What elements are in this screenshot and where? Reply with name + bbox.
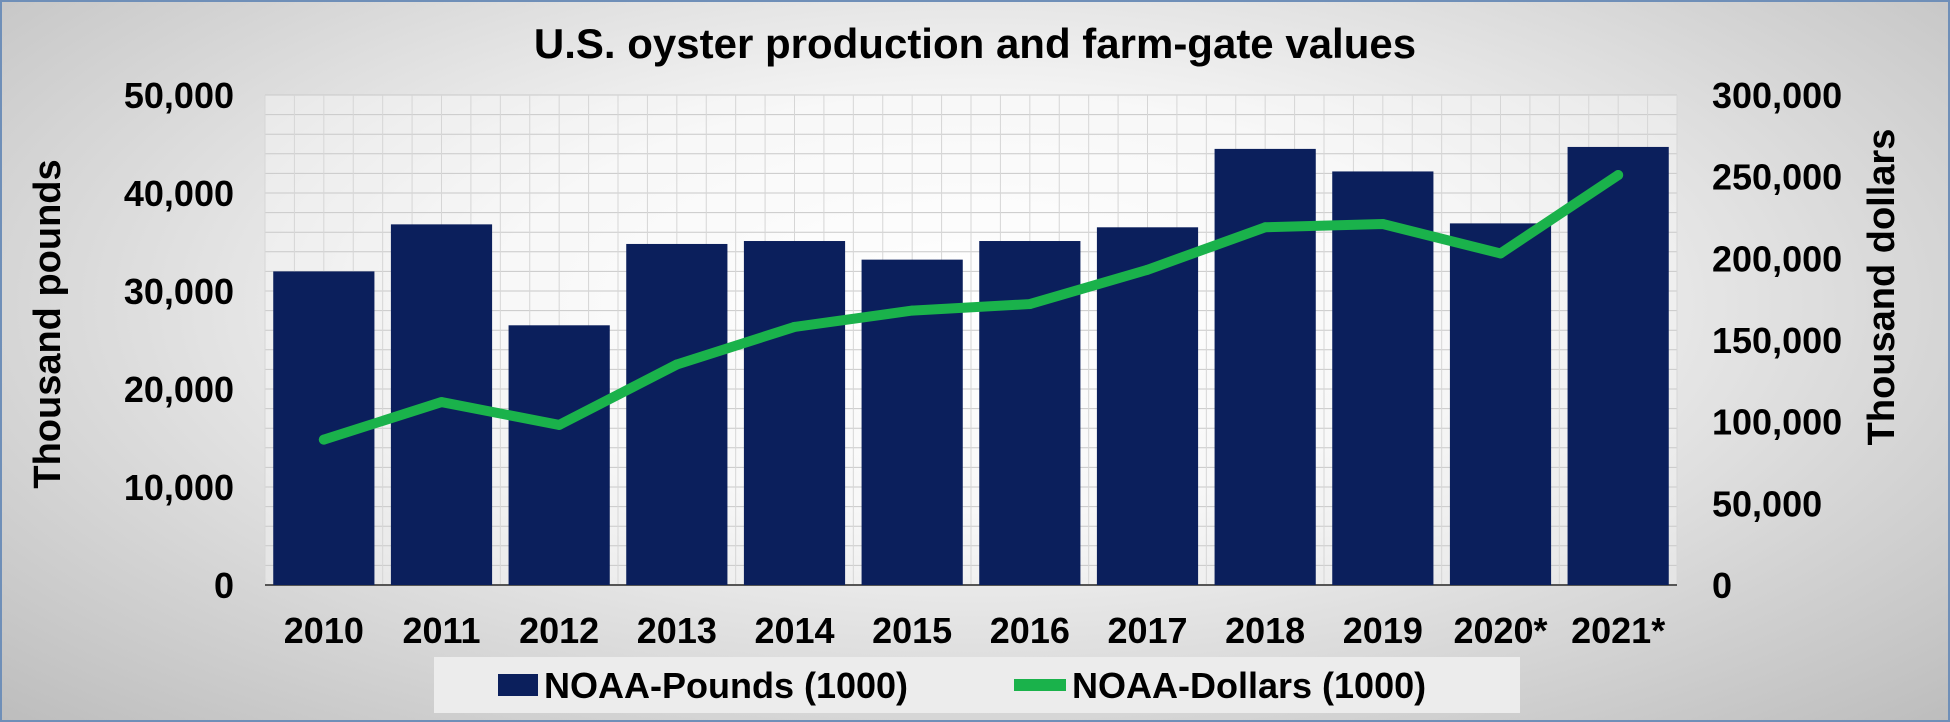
left-tick-label: 30,000 bbox=[124, 271, 234, 312]
dollars-point-2011 bbox=[436, 397, 447, 408]
dollars-point-2013 bbox=[671, 359, 682, 370]
bar-2012 bbox=[508, 325, 610, 585]
left-tick-label: 20,000 bbox=[124, 369, 234, 410]
x-tick-label: 2015 bbox=[872, 610, 952, 651]
bar-2017 bbox=[1096, 227, 1199, 586]
left-axis-title: Thousand pounds bbox=[27, 159, 69, 488]
dollars-point-2019 bbox=[1377, 219, 1388, 230]
right-tick-label: 50,000 bbox=[1712, 483, 1822, 524]
dollars-point-2014 bbox=[789, 321, 800, 332]
bar-2013 bbox=[626, 243, 728, 585]
left-tick-label: 0 bbox=[214, 565, 234, 606]
legend-background bbox=[434, 657, 1520, 713]
legend: NOAA-Pounds (1000) NOAA-Dollars (1000) bbox=[434, 657, 1520, 713]
right-tick-label: 100,000 bbox=[1712, 402, 1842, 443]
dollars-line bbox=[318, 170, 1624, 445]
right-tick-label: 200,000 bbox=[1712, 238, 1842, 279]
x-tick-label: 2013 bbox=[637, 610, 717, 651]
x-tick-label: 2011 bbox=[402, 610, 480, 651]
dollars-point-2015 bbox=[907, 305, 918, 316]
legend-label-pounds: NOAA-Pounds (1000) bbox=[544, 665, 908, 706]
x-tick-label: 2014 bbox=[754, 610, 834, 651]
left-tick-label: 50,000 bbox=[124, 75, 234, 116]
right-axis-title: Thousand dollars bbox=[1861, 129, 1903, 446]
right-tick-label: 250,000 bbox=[1712, 157, 1842, 198]
x-tick-label: 2021* bbox=[1571, 610, 1665, 651]
right-axis-ticks: 0 50,000 100,000 150,000 200,000 250,000 300,0… bbox=[1712, 75, 1842, 606]
x-axis-ticks: 2010 2011 2012 2013 2014 2015 2016 2017 2018 2019… bbox=[284, 610, 1665, 651]
bar-2020 bbox=[1449, 223, 1552, 585]
bar-2019 bbox=[1332, 171, 1434, 585]
x-tick-label: 2012 bbox=[519, 610, 599, 651]
dollars-point-2010 bbox=[318, 434, 329, 445]
x-tick-label: 2018 bbox=[1225, 610, 1305, 651]
dollars-point-2020 bbox=[1495, 248, 1506, 259]
dollars-point-2017 bbox=[1142, 264, 1153, 275]
bar-2018 bbox=[1214, 148, 1316, 585]
x-tick-label: 2019 bbox=[1343, 610, 1423, 651]
x-tick-label: 2017 bbox=[1107, 610, 1187, 651]
dollars-point-2018 bbox=[1260, 222, 1271, 233]
dollars-point-2012 bbox=[554, 419, 565, 430]
x-tick-label: 2020* bbox=[1453, 610, 1547, 651]
right-tick-label: 300,000 bbox=[1712, 75, 1842, 116]
line-series bbox=[318, 170, 1624, 445]
chart-title: U.S. oyster production and farm-gate val… bbox=[534, 20, 1416, 67]
bar-2021 bbox=[1567, 146, 1669, 585]
legend-label-dollars: NOAA-Dollars (1000) bbox=[1072, 665, 1426, 706]
dollars-point-2021 bbox=[1613, 170, 1624, 181]
left-tick-label: 40,000 bbox=[124, 173, 234, 214]
left-axis-ticks: 0 10,000 20,000 30,000 40,000 50,000 bbox=[124, 75, 234, 606]
right-tick-label: 0 bbox=[1712, 565, 1732, 606]
x-tick-label: 2016 bbox=[990, 610, 1070, 651]
bar-2014 bbox=[743, 241, 846, 585]
x-tick-label: 2010 bbox=[284, 610, 364, 651]
dollars-point-2016 bbox=[1024, 299, 1035, 310]
left-tick-label: 10,000 bbox=[124, 467, 234, 508]
right-tick-label: 150,000 bbox=[1712, 320, 1842, 361]
gridlines bbox=[264, 94, 1678, 586]
legend-swatch-pounds bbox=[498, 674, 538, 696]
